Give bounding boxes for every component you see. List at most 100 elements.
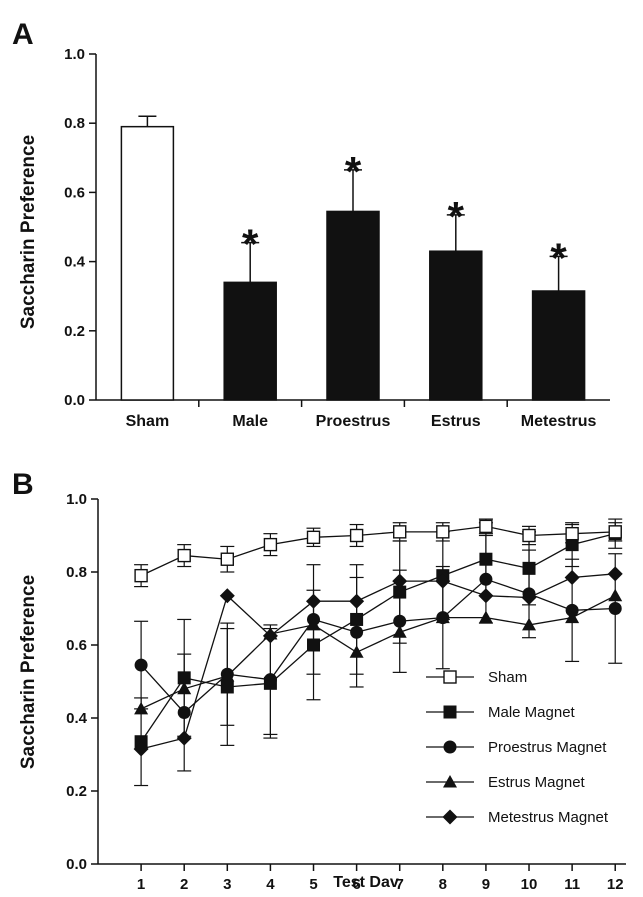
panel-b-point xyxy=(521,590,537,606)
panel-a-category-label: Metestrus xyxy=(521,413,597,430)
panel-b-x-tick-label: 2 xyxy=(180,876,188,893)
panel-a-category-label: Estrus xyxy=(431,413,481,430)
panel-b-point xyxy=(392,625,407,638)
panel-b-x-tick-label: 10 xyxy=(521,876,538,893)
panel-a-significance-star: * xyxy=(242,221,259,268)
panel-a-y-tick-label: 0.8 xyxy=(64,115,85,132)
panel-b-point xyxy=(306,617,321,631)
panel-b-point xyxy=(134,658,148,672)
panel-b-point xyxy=(262,628,278,644)
panel-b-x-tick-label: 7 xyxy=(396,876,404,893)
panel-a-letter: A xyxy=(12,18,34,51)
panel-b-legend-label: Proestrus Magnet xyxy=(488,739,607,756)
panel-b-x-tick-label: 11 xyxy=(564,876,580,893)
panel-b-point xyxy=(220,669,235,682)
panel-b-series-line xyxy=(140,578,616,714)
panel-b-legend-marker xyxy=(443,740,457,754)
panel-b-legend-label: Metestrus Magnet xyxy=(488,809,609,826)
panel-b-x-tick-label: 8 xyxy=(439,876,447,893)
panel-a-bar xyxy=(326,210,380,401)
panel-b-point xyxy=(349,645,364,658)
panel-b-point xyxy=(522,617,537,631)
panel-b-point xyxy=(349,528,364,543)
panel-b-legend-label: Sham xyxy=(488,669,527,686)
panel-b-point xyxy=(306,530,321,545)
panel-b-point xyxy=(220,680,234,694)
panel-b-y-tick-label: 0.4 xyxy=(66,710,88,727)
panel-b-y-tick-label: 0.0 xyxy=(66,856,87,873)
panel-b-point xyxy=(479,572,493,586)
panel-b-y-tick-label: 0.2 xyxy=(66,783,87,800)
panel-b-x-tick-label: 1 xyxy=(137,876,145,893)
panel-a-y-tick-label: 0.0 xyxy=(64,392,85,409)
panel-b-point xyxy=(393,525,407,539)
panel-a-axes: 0.0 0.2 0.4 0.6 0.8 1.0 Sham Male Proestrus Estru… xyxy=(64,46,610,430)
panel-b-point xyxy=(436,525,450,539)
panel-b-point xyxy=(479,552,493,566)
panel-b-point xyxy=(607,566,623,582)
panel-b: B Saccharin Preference Test Dav 0.0 0.2 0.… xyxy=(12,468,626,893)
panel-b-x-tick-label: 3 xyxy=(223,876,231,893)
panel-a-bar xyxy=(429,250,483,401)
panel-b-x-tick-label: 5 xyxy=(309,876,317,893)
panel-a-y-tick-label: 1.0 xyxy=(64,46,85,63)
panel-b-point xyxy=(608,588,623,602)
panel-a-significance-star: * xyxy=(345,148,362,195)
panel-b-point xyxy=(522,561,536,575)
panel-a-bar xyxy=(531,290,586,401)
panel-b-point xyxy=(564,569,580,585)
panel-b-x-axis-label: Test Dav xyxy=(333,874,399,891)
panel-b-series-line xyxy=(140,533,616,743)
panel-b-point xyxy=(177,706,191,720)
panel-b-point xyxy=(220,552,235,566)
panel-b-point xyxy=(393,614,407,628)
panel-b-point xyxy=(219,588,235,604)
panel-a-significance-star: * xyxy=(448,193,465,240)
panel-b-point xyxy=(263,537,278,552)
panel-b-point xyxy=(435,610,450,624)
panel-b-point xyxy=(608,602,622,615)
panel-b-point xyxy=(349,593,365,609)
panel-b-point xyxy=(177,548,191,563)
panel-b-point xyxy=(478,610,493,624)
panel-b-x-tick-label: 6 xyxy=(352,876,360,893)
panel-a-y-tick-label: 0.4 xyxy=(64,254,86,271)
panel-b-point xyxy=(565,538,579,552)
panel-a: A Saccharin Preference 0.0 0.2 0.4 0.6 0.8 1.… xyxy=(12,18,610,430)
panel-b-y-tick-label: 0.8 xyxy=(66,564,87,581)
panel-a-bar xyxy=(120,125,175,401)
panel-b-x-tick-label: 12 xyxy=(607,876,624,893)
panel-b-point xyxy=(133,741,149,757)
panel-b-legend: Sham Male Magnet Proestrus Magnet Estrus Ma… xyxy=(426,669,609,826)
panel-b-point xyxy=(350,612,364,626)
panel-b-point xyxy=(565,603,579,617)
panel-a-bars: * * * * xyxy=(120,115,586,401)
panel-b-y-tick-label: 0.6 xyxy=(66,637,87,654)
panel-b-series-line xyxy=(140,525,616,577)
panel-a-y-axis-label: Saccharin Preference xyxy=(18,135,39,329)
panel-a-y-tick-label: 0.2 xyxy=(64,323,85,340)
panel-b-point xyxy=(565,526,579,541)
panel-a-y-tick-label: 0.6 xyxy=(64,184,85,201)
panel-b-point xyxy=(134,701,149,715)
panel-b-point xyxy=(134,568,148,583)
panel-a-bar xyxy=(223,281,277,401)
panel-b-point xyxy=(479,519,493,534)
panel-b-point xyxy=(307,638,321,652)
panel-b-legend-marker xyxy=(443,705,457,719)
panel-b-y-axis-label: Saccharin Preference xyxy=(18,575,39,769)
panel-b-point xyxy=(478,588,494,604)
panel-b-point xyxy=(350,625,364,639)
panel-b-axes: 0.00.20.40.60.81.01 2 3 4 5 6 7 8 9 10 11 12 xyxy=(66,491,626,893)
panel-b-point xyxy=(565,610,580,624)
panel-a-category-label: Proestrus xyxy=(316,413,391,430)
panel-b-point xyxy=(392,573,408,589)
panel-b-point xyxy=(435,573,451,589)
panel-b-point xyxy=(306,593,322,609)
panel-b-legend-label: Estrus Magnet xyxy=(488,774,586,791)
panel-b-point xyxy=(263,673,277,687)
panel-b-lines xyxy=(133,518,623,787)
panel-b-point xyxy=(608,525,622,539)
panel-b-legend-marker xyxy=(443,670,457,684)
panel-b-x-tick-label: 4 xyxy=(266,876,275,893)
